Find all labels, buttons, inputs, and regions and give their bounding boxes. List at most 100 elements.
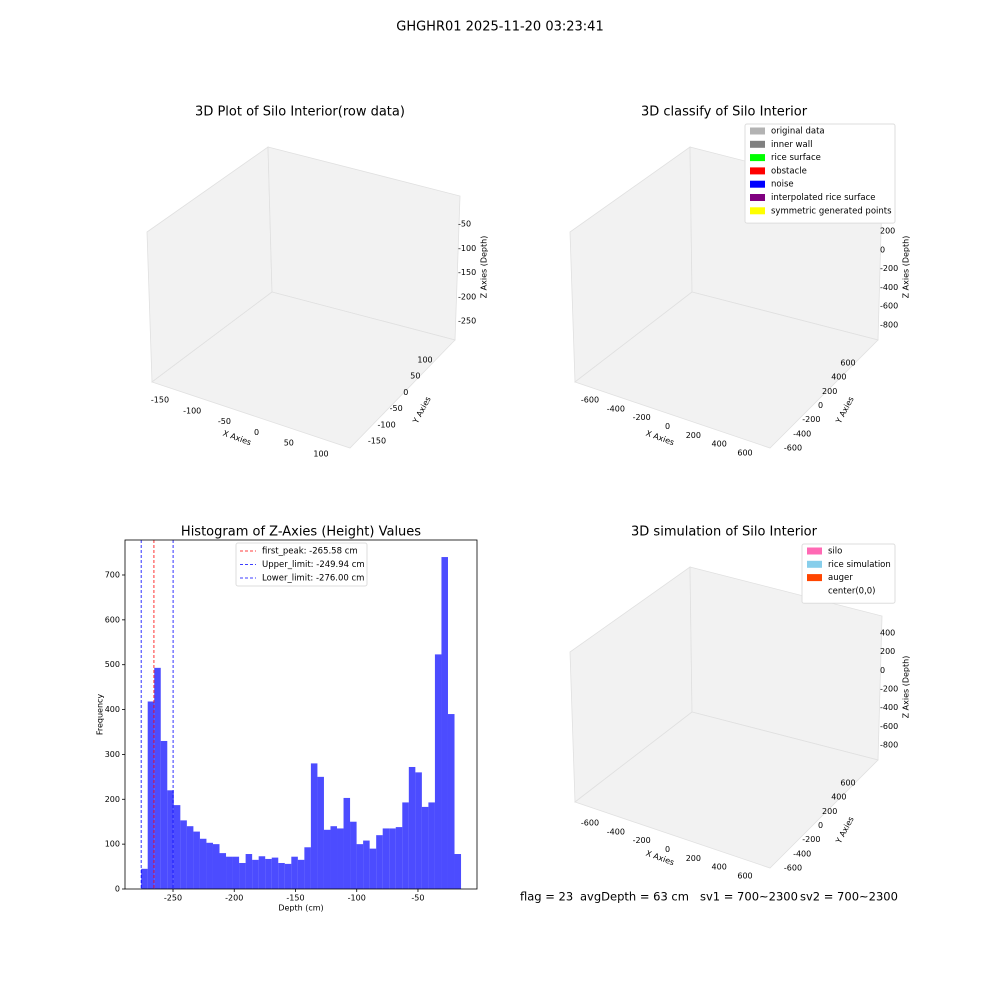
bar (167, 790, 174, 889)
bar (421, 806, 429, 889)
y-tick-label: -400 (793, 849, 811, 858)
bar (428, 802, 435, 889)
x-tick-label: 50 (284, 439, 294, 448)
x-tick-label: 200 (686, 431, 701, 440)
z-tick-label: -800 (880, 741, 898, 750)
legend-label: original data (771, 127, 825, 137)
bar (395, 827, 403, 889)
z-tick-label: 0 (880, 666, 885, 675)
x-tick-label: 400 (712, 440, 727, 449)
x-tick-label: -200 (633, 836, 651, 845)
legend-patch (807, 574, 822, 582)
bar (193, 831, 200, 889)
bar (337, 828, 344, 889)
y-tick-label: -150 (368, 437, 386, 446)
legend-patch (807, 587, 822, 595)
legend-label: auger (828, 573, 853, 583)
z-tick-label: 200 (880, 647, 895, 656)
z-tick-label: -200 (880, 685, 898, 694)
bar (232, 856, 240, 889)
x-tick-label: -400 (607, 827, 625, 836)
bar (317, 776, 324, 889)
legend-label: symmetric generated points (771, 206, 892, 216)
x-tick-label: 400 (712, 863, 727, 872)
z-tick-label: -600 (880, 302, 898, 311)
bar (434, 654, 442, 889)
y-tick-label: -200 (802, 835, 820, 844)
legend-box (235, 542, 368, 587)
y-tick-label: 200 (822, 807, 837, 816)
bar (323, 829, 331, 889)
y-tick-label: -200 (802, 415, 820, 424)
legend-patch (750, 180, 765, 188)
bar (160, 740, 168, 889)
y-tick-label: 100 (417, 356, 432, 365)
x-tick-label: -400 (607, 404, 625, 413)
y-tick-label: 200 (105, 795, 120, 804)
bar (291, 856, 298, 889)
y-tick-label: 0 (403, 388, 408, 397)
legend-patch (750, 154, 765, 162)
legend-patch (750, 127, 765, 135)
bar (219, 853, 227, 889)
bar (141, 868, 148, 889)
x-tick-label: 100 (313, 450, 328, 459)
bar (252, 859, 259, 889)
legend-box (744, 123, 896, 224)
bar (180, 820, 187, 889)
bar (356, 844, 364, 889)
y-tick-label: -50 (390, 404, 403, 413)
z-tick-label: -600 (880, 722, 898, 731)
chart-title: 3D classify of Silo Interior (641, 105, 808, 120)
z-tick-label: -200 (458, 292, 476, 301)
footer-text: sv2 = 700~2300 (800, 890, 898, 904)
pane (151, 291, 456, 449)
y-tick-label: -600 (784, 444, 802, 453)
y-tick-label: 600 (840, 359, 855, 368)
y-tick-label: 400 (831, 793, 846, 802)
bar (310, 763, 318, 889)
x-tick-label: -150 (286, 894, 304, 903)
bar (278, 862, 285, 889)
legend-patch (807, 560, 822, 568)
legend-label: noise (771, 180, 794, 190)
y-tick-label: 500 (105, 660, 120, 669)
bar (363, 840, 370, 889)
x-tick-label: 0 (665, 845, 670, 854)
bar (265, 858, 272, 889)
y-tick-label: 300 (105, 750, 120, 759)
z-tick-label: -250 (458, 317, 476, 326)
x-tick-label: 600 (737, 872, 752, 881)
footer-text: avgDepth = 63 cm (580, 890, 689, 904)
y-tick-label: 400 (831, 373, 846, 382)
legend-patch (750, 140, 765, 148)
bar (304, 847, 311, 889)
legend-box (801, 543, 896, 604)
z-tick-label: -200 (880, 264, 898, 273)
x-tick-label: -50 (411, 894, 424, 903)
z-tick-label: -400 (880, 283, 898, 292)
legend-patch (750, 167, 765, 175)
z-tick-label: -800 (880, 321, 898, 330)
x-tick-label: -200 (633, 413, 651, 422)
bar (186, 826, 194, 889)
y-tick-label: 700 (105, 570, 120, 579)
chart-title: 3D Plot of Silo Interior(row data) (195, 105, 405, 120)
bar (376, 835, 383, 889)
chart-title: Histogram of Z-Axies (Height) Values (181, 525, 421, 540)
y-tick-label: 400 (105, 705, 120, 714)
legend-label: rice simulation (828, 560, 891, 570)
bar (258, 856, 266, 889)
y-tick-label: 200 (822, 387, 837, 396)
y-tick-label: 0 (818, 401, 823, 410)
bar (408, 766, 416, 889)
x-tick-label: -600 (581, 396, 599, 405)
z-tick-label: 400 (880, 629, 895, 638)
x-tick-label: 600 (737, 449, 752, 458)
legend-label: silo (828, 547, 842, 557)
figure-title: GHGHR01 2025-11-20 03:23:41 (396, 20, 603, 35)
legend-label: inner wall (771, 140, 812, 150)
legend-label: first_peak: -265.58 cm (262, 547, 358, 557)
bar (402, 802, 409, 889)
x-tick-label: 0 (665, 422, 670, 431)
